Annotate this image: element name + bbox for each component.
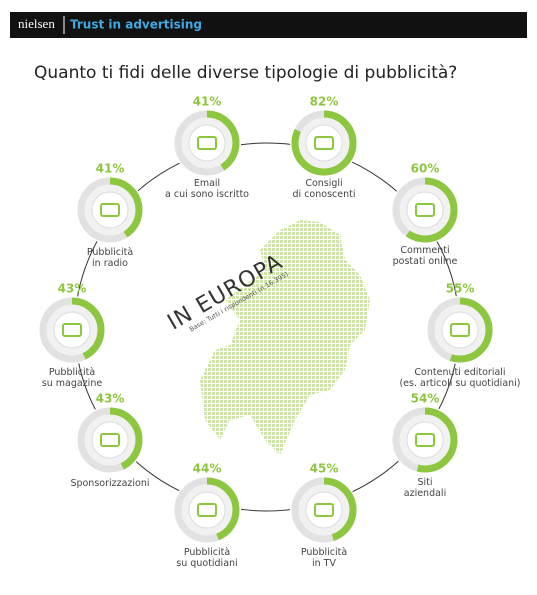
category-label: Email a cui sono iscritto [165, 178, 249, 200]
category-label: Pubblicità su quotidiani [176, 547, 237, 569]
icon [197, 136, 217, 150]
category-label: Sponsorizzazioni [70, 478, 149, 489]
gauge-arc [174, 110, 240, 176]
gauge-arc [77, 407, 143, 473]
category-label: Contenuti editoriali (es. articoli su quo… [399, 367, 520, 389]
header-title: Trust in advertising [70, 18, 202, 32]
value-label: 82% [310, 95, 339, 109]
gauge-arc [392, 177, 458, 243]
icon [450, 323, 470, 337]
gauge-arc [392, 407, 458, 473]
gauges: 41% Email a cui sono iscritto 82% Consigli di… [38, 95, 521, 569]
gauge-arc [39, 297, 105, 363]
chart-title: Quanto ti fidi delle diverse tipologie d… [34, 63, 457, 83]
value-label: 44% [193, 462, 222, 476]
category-label: Commenti postati online [393, 245, 458, 267]
category-label: Pubblicità in TV [301, 547, 347, 569]
value-label: 41% [96, 162, 125, 176]
gauge-arc [291, 477, 357, 543]
value-label: 45% [310, 462, 339, 476]
value-label: 41% [193, 95, 222, 109]
category-label: Siti aziendali [404, 477, 446, 499]
icon [197, 503, 217, 517]
icon [314, 136, 334, 150]
icon [314, 503, 334, 517]
icon [100, 433, 120, 447]
value-label: 54% [411, 392, 440, 406]
value-label: 60% [411, 162, 440, 176]
gauge-arc [291, 110, 357, 176]
category-label: Pubblicità su magazine [42, 367, 103, 389]
brand: nielsen [18, 16, 55, 31]
icon [415, 203, 435, 217]
icon [100, 203, 120, 217]
category-label: Pubblicità in radio [87, 247, 133, 269]
value-label: 43% [58, 282, 87, 296]
gauge-arc [77, 177, 143, 243]
category-label: Consigli di conoscenti [293, 178, 356, 200]
gauge-arc [174, 477, 240, 543]
value-label: 43% [96, 392, 125, 406]
europe-map [200, 220, 370, 455]
icon [415, 433, 435, 447]
gauge-arc [427, 297, 493, 363]
value-label: 55% [446, 282, 475, 296]
icon [62, 323, 82, 337]
header-bar [10, 12, 527, 38]
